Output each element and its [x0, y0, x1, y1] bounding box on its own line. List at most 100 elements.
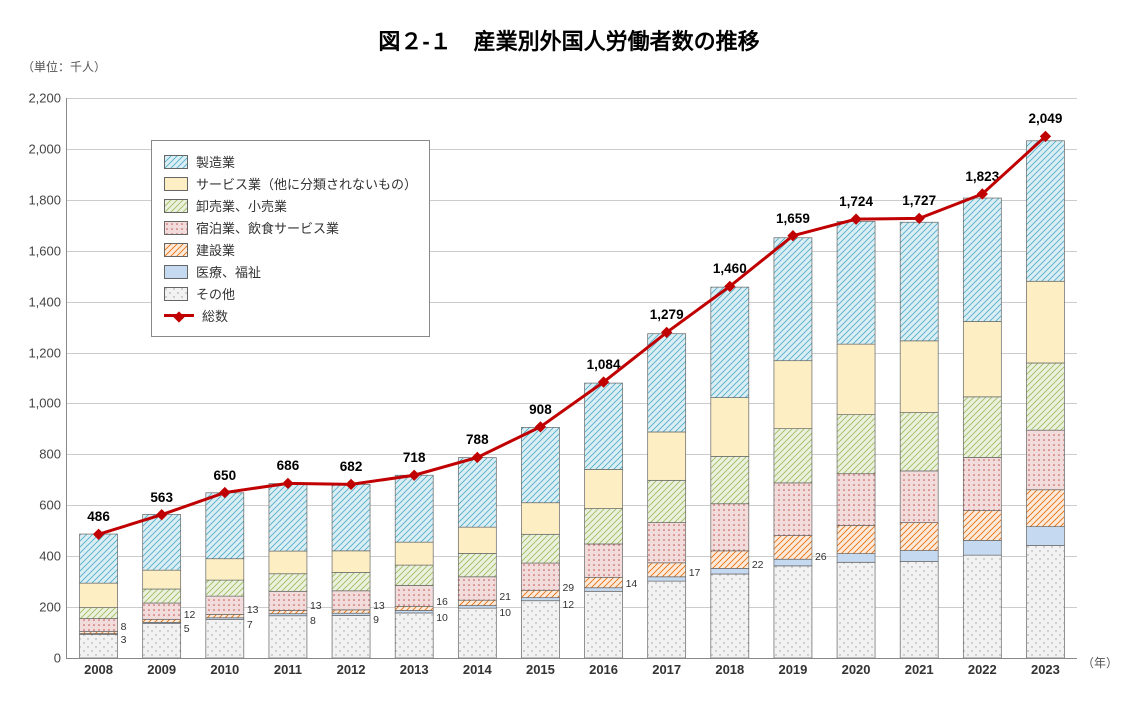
total-label: 563 — [150, 490, 173, 505]
bar-seg-medical — [585, 588, 623, 592]
seg-value: 203 — [910, 491, 928, 502]
seg-value: 154 — [595, 484, 613, 495]
seg-value: 466 — [910, 276, 928, 287]
seg-value-side: 9 — [373, 615, 379, 626]
line-marker — [282, 478, 293, 489]
seg-value: 103 — [469, 535, 487, 546]
seg-value: 135 — [153, 636, 171, 647]
seg-value: 362 — [784, 607, 802, 618]
seg-value: 302 — [658, 614, 676, 625]
seg-value: 72 — [219, 600, 231, 611]
seg-value-side: 22 — [752, 560, 764, 571]
y-tick-label: 1,800 — [21, 192, 61, 207]
seg-value: 207 — [784, 504, 802, 515]
seg-value-side: 8 — [310, 615, 316, 626]
seg-value: 238 — [974, 422, 992, 433]
seg-value: 196 — [469, 628, 487, 639]
total-label: 908 — [529, 402, 552, 417]
gridline — [67, 505, 1077, 506]
bar-seg-construction — [269, 610, 307, 613]
seg-value-side: 13 — [310, 601, 322, 612]
seg-value: 296 — [532, 460, 550, 471]
bar-seg-construction — [585, 577, 623, 587]
line-marker — [345, 479, 356, 490]
legend-item: 宿泊業、飲食サービス業 — [164, 218, 417, 237]
legend-label: 医療、福祉 — [196, 262, 261, 281]
seg-value: 265 — [279, 512, 297, 523]
legend-label: 卸売業、小売業 — [196, 196, 287, 215]
bar-seg-medical — [521, 598, 559, 601]
seg-value: 404 — [974, 601, 992, 612]
seg-value: 339 — [595, 421, 613, 432]
seg-value: 92 — [471, 583, 483, 594]
seg-value: 58 — [976, 543, 988, 554]
seg-value: 379 — [910, 605, 928, 616]
bar-seg-medical — [332, 613, 370, 615]
seg-value: 376 — [847, 605, 865, 616]
x-tick-label: 2015 — [526, 662, 555, 677]
total-label: 682 — [340, 459, 363, 474]
seg-value: 264 — [1037, 391, 1055, 402]
seg-value: 96 — [93, 590, 105, 601]
legend-label: その他 — [196, 284, 235, 303]
line-marker — [93, 529, 104, 540]
x-tick-label: 2019 — [778, 662, 807, 677]
seg-value: 93 — [787, 542, 799, 553]
total-label: 1,279 — [650, 307, 684, 322]
gridline — [67, 353, 1077, 354]
total-label: 788 — [466, 432, 489, 447]
seg-value: 158 — [658, 537, 676, 548]
bar-seg-construction — [458, 600, 496, 605]
chart-title: 図２-１ 産業別外国人労働者数の推移 — [0, 24, 1138, 56]
y-unit: （単位：千人） — [22, 58, 106, 75]
seg-value: 74 — [156, 574, 168, 585]
seg-value: 69 — [282, 577, 294, 588]
total-label: 2,049 — [1029, 111, 1063, 126]
seg-value: 151 — [216, 634, 234, 645]
seg-value: 167 — [342, 631, 360, 642]
line-marker — [914, 213, 925, 224]
total-label: 718 — [403, 450, 426, 465]
seg-value: 55 — [156, 591, 168, 602]
seg-value-side: 21 — [499, 592, 511, 603]
seg-value: 80 — [408, 570, 420, 581]
y-tick-label: 2,000 — [21, 141, 61, 156]
gridline — [67, 98, 1077, 99]
x-tick-label: 2020 — [842, 662, 871, 677]
legend-item: 卸売業、小売業 — [164, 196, 417, 215]
seg-value-side: 3 — [121, 635, 127, 646]
seg-value: 93 — [93, 641, 105, 652]
seg-value: 113 — [532, 543, 549, 554]
seg-value: 229 — [910, 437, 928, 448]
bar-seg-construction — [143, 619, 181, 622]
bar-seg-medical — [837, 554, 875, 563]
y-tick-label: 2,200 — [21, 91, 61, 106]
seg-value: 190 — [658, 451, 676, 462]
x-tick-label: 2016 — [589, 662, 618, 677]
seg-value: 213 — [784, 451, 802, 462]
line-marker — [724, 281, 735, 292]
seg-value: 282 — [910, 371, 928, 382]
seg-value: 321 — [1037, 317, 1055, 328]
seg-value: 203 — [847, 494, 865, 505]
gridline — [67, 454, 1077, 455]
seg-value: 72 — [345, 576, 357, 587]
bar-seg-medical — [80, 634, 118, 635]
seg-value: 75 — [345, 595, 357, 606]
seg-value: 64 — [156, 606, 168, 617]
seg-value: 82 — [408, 591, 420, 602]
seg-value: 85 — [345, 556, 357, 567]
line-marker — [661, 327, 672, 338]
seg-value-side: 5 — [184, 624, 190, 635]
x-tick-label: 2018 — [715, 662, 744, 677]
x-tick-label: 2017 — [652, 662, 681, 677]
seg-value: 485 — [974, 255, 992, 266]
bar-seg-construction — [332, 610, 370, 613]
bar-seg-construction — [521, 590, 559, 597]
seg-value: 186 — [721, 475, 739, 486]
seg-value: 259 — [216, 521, 234, 532]
seg-value-side: 17 — [689, 568, 701, 579]
seg-value: 209 — [974, 479, 992, 490]
seg-value: 263 — [405, 503, 423, 514]
seg-value-side: 29 — [562, 583, 574, 594]
